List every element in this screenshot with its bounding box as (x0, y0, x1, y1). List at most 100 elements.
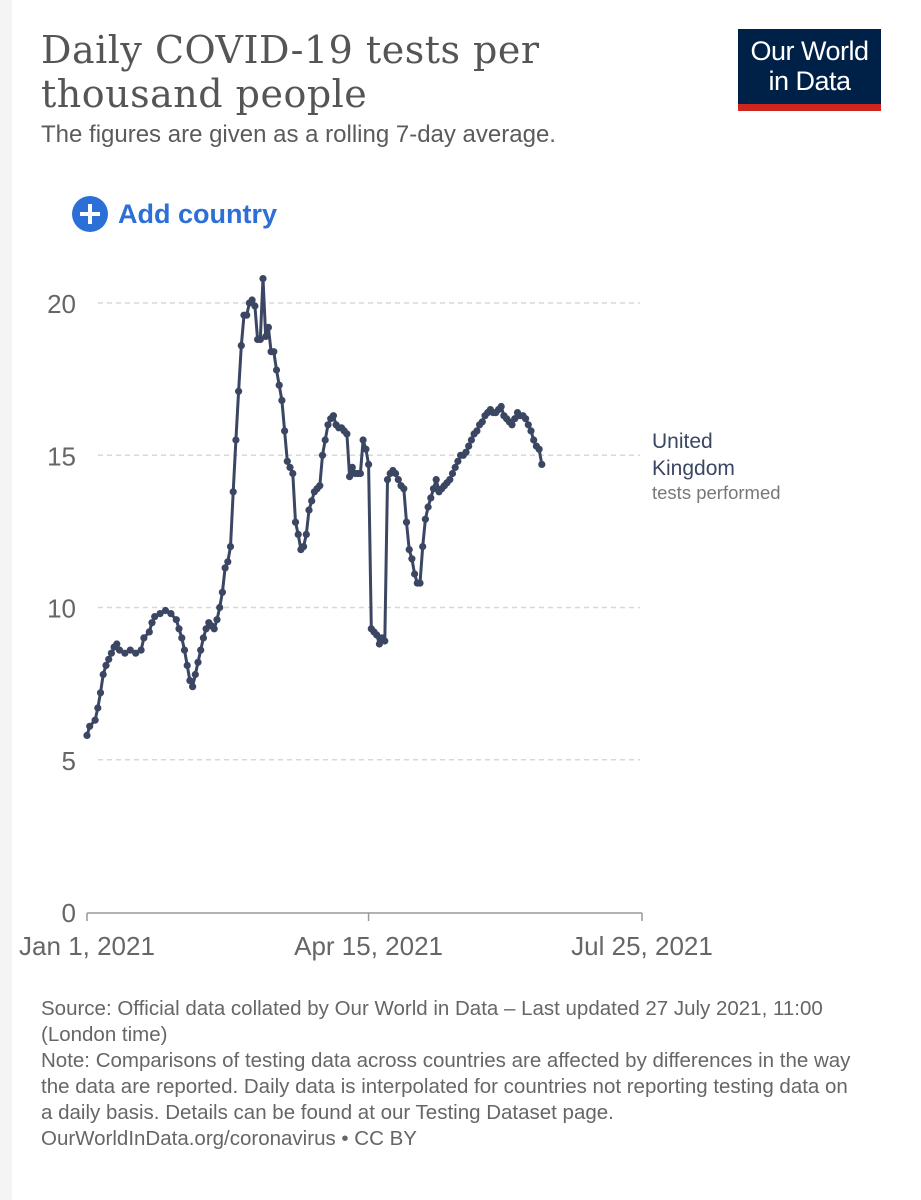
data-point (221, 564, 229, 572)
data-point (324, 421, 332, 429)
data-point (305, 506, 313, 514)
data-point (270, 348, 278, 356)
data-point (226, 543, 235, 551)
data-point (343, 430, 351, 438)
data-point (411, 570, 419, 578)
chart-footer: Source: Official data collated by Our Wo… (41, 996, 861, 1152)
data-point (161, 606, 170, 615)
data-point (91, 716, 99, 724)
data-point (348, 463, 356, 471)
data-point (235, 387, 243, 395)
source-link[interactable]: OurWorldInData.org/coronavirus (41, 1127, 336, 1150)
data-point (508, 421, 516, 429)
data-point (356, 469, 364, 478)
data-point (511, 415, 519, 423)
data-point (259, 275, 267, 283)
data-point (272, 366, 281, 374)
data-point (156, 610, 164, 618)
series-uk[interactable] (83, 275, 546, 739)
data-point (126, 646, 134, 654)
data-point (178, 634, 186, 642)
data-point (232, 436, 240, 444)
data-point (429, 485, 438, 493)
data-point (291, 518, 300, 526)
data-point (448, 469, 457, 478)
x-tick-label: Jan 1, 2021 (19, 931, 155, 961)
data-point (465, 442, 473, 450)
data-point (180, 646, 189, 654)
y-tick-label: 10 (47, 594, 76, 624)
data-point (251, 302, 259, 310)
data-point (527, 427, 535, 435)
data-point (467, 436, 475, 444)
data-point (121, 649, 129, 657)
grid (98, 302, 640, 761)
add-country-button[interactable]: Add country (72, 196, 277, 232)
data-point (416, 579, 424, 587)
source-text: Source: Official data collated by Our Wo… (41, 997, 823, 1046)
data-point (454, 457, 462, 465)
series-label-sub: tests performed (652, 482, 781, 503)
data-point (216, 603, 224, 612)
data-point (524, 421, 532, 429)
data-point (359, 436, 367, 444)
data-point (107, 649, 115, 657)
line-chart: 0 5 10 15 20 Jan 1, 2021 Apr 15, 2021 Jul 25, 2… (19, 275, 781, 961)
data-point (281, 427, 289, 435)
data-point (248, 296, 256, 304)
data-point (151, 613, 159, 621)
data-point (264, 323, 272, 331)
data-point (275, 381, 283, 389)
data-point (329, 412, 337, 420)
data-point (473, 427, 481, 435)
data-point (478, 418, 486, 426)
data-point (365, 460, 373, 468)
data-point (383, 476, 392, 484)
data-point (394, 476, 402, 484)
data-point (83, 731, 91, 739)
data-point (94, 704, 102, 712)
page-subtitle: The figures are given as a rolling 7-day… (41, 121, 556, 148)
data-point (132, 649, 140, 657)
data-point (105, 655, 113, 663)
data-point (218, 588, 226, 596)
data-point (522, 415, 530, 423)
data-point (186, 677, 194, 685)
data-point (229, 488, 237, 496)
data-point (419, 543, 427, 551)
data-point (243, 311, 251, 319)
y-tick-label: 20 (47, 289, 76, 319)
data-point (99, 670, 107, 679)
y-tick-label: 5 (62, 746, 76, 776)
data-point (197, 646, 205, 654)
data-point (446, 476, 454, 484)
data-point (462, 448, 470, 456)
data-point (189, 683, 197, 691)
data-point (86, 722, 94, 730)
series-line-uk (85, 277, 544, 736)
data-point (96, 689, 105, 697)
data-point (451, 463, 459, 471)
data-point (427, 494, 435, 502)
data-point (408, 555, 416, 563)
data-point (300, 543, 308, 551)
data-point (535, 445, 543, 453)
data-point (402, 518, 411, 526)
data-point (278, 396, 286, 404)
x-tick-label: Jul 25, 2021 (571, 931, 713, 961)
data-point (191, 670, 199, 679)
page-edge (0, 0, 12, 1200)
data-point (432, 476, 440, 484)
data-point (308, 497, 316, 505)
data-point (210, 625, 218, 633)
data-point (183, 661, 191, 669)
data-point (213, 616, 221, 624)
owid-logo[interactable]: Our World in Data (738, 29, 881, 111)
data-point (115, 646, 124, 654)
data-point (392, 469, 400, 478)
data-point (316, 482, 324, 490)
data-point (321, 436, 329, 444)
add-country-label: Add country (118, 198, 277, 229)
data-point (346, 473, 354, 481)
